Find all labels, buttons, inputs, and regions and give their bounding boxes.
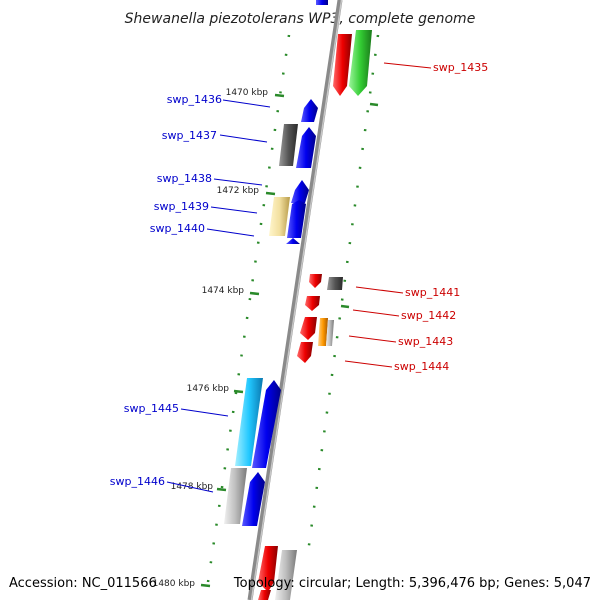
kbp-tick [233,389,244,394]
gene-feature [286,238,300,244]
gene-feature [326,320,334,346]
kbp-tick [249,291,260,296]
leader-line [206,228,255,237]
gene-label[interactable]: swp_1436 [167,93,222,106]
gene-feature [279,124,298,166]
gene-feature [309,274,322,288]
gene-feature [305,296,320,311]
kbp-label: 1472 kbp [217,186,260,196]
leader-line [210,206,258,214]
gene-feature [224,468,247,524]
gene-labels-left: swp_1436 swp_1437 swp_1438 swp_1439 swp_… [110,93,222,488]
gene-label[interactable]: swp_1437 [162,129,217,142]
gene-feature [349,30,372,96]
gene-label[interactable]: swp_1446 [110,475,165,488]
leader-line [383,62,432,69]
leader-line [180,408,229,417]
leader-line [166,481,214,493]
gene-feature [297,342,313,363]
gene-label[interactable]: swp_1438 [157,172,212,185]
kbp-tick [200,583,211,588]
kbp-tick [340,304,350,309]
gene-feature [318,318,328,346]
gene-feature [333,34,352,96]
gene-label[interactable]: swp_1439 [154,200,209,213]
kbp-tick [274,93,285,98]
kbp-ticks [200,93,379,588]
kbp-label: 1470 kbp [226,88,269,98]
gene-feature [291,180,309,203]
gene-feature [269,197,290,236]
kbp-tick [265,191,276,196]
leader-line [348,335,397,343]
leader-line [352,309,400,317]
gene-feature [242,472,265,526]
gene-features [224,0,372,600]
gene-feature [252,380,281,468]
kbp-label: 1480 kbp [153,579,196,589]
gene-label[interactable]: swp_1435 [433,61,488,74]
genome-title: Shewanella piezotolerans WP3, complete g… [125,11,476,27]
genome-summary: Topology: circular; Length: 5,396,476 bp… [233,576,591,591]
leader-line [355,286,404,294]
genome-backbone [247,0,343,600]
gene-label[interactable]: swp_1440 [150,222,205,235]
gene-feature [316,0,328,5]
gene-label[interactable]: swp_1441 [405,286,460,299]
gene-feature [327,277,343,290]
kbp-label: 1476 kbp [187,384,230,394]
gene-feature [296,127,316,168]
kbp-tick [216,487,227,492]
leader-lines [166,62,432,493]
kbp-label: 1474 kbp [202,286,245,296]
gene-feature [301,99,318,122]
leader-line [344,360,393,368]
gene-feature [287,200,306,238]
leader-line [219,134,268,143]
gene-feature [258,546,278,592]
gene-feature [300,317,317,340]
gene-feature [275,550,297,600]
gene-label[interactable]: swp_1442 [401,309,456,322]
gene-feature [235,378,263,466]
gene-label[interactable]: swp_1445 [124,402,179,415]
kbp-tick [369,102,379,107]
gene-label[interactable]: swp_1444 [394,360,449,373]
leader-line [213,178,263,186]
backbone-line [247,0,343,600]
accession-label: Accession: NC_011566 [9,576,157,591]
gene-labels-right: swp_1435 swp_1441 swp_1442 swp_1443 swp_… [394,61,488,373]
gene-feature [258,590,271,600]
leader-line [222,99,271,108]
gene-label[interactable]: swp_1443 [398,335,453,348]
